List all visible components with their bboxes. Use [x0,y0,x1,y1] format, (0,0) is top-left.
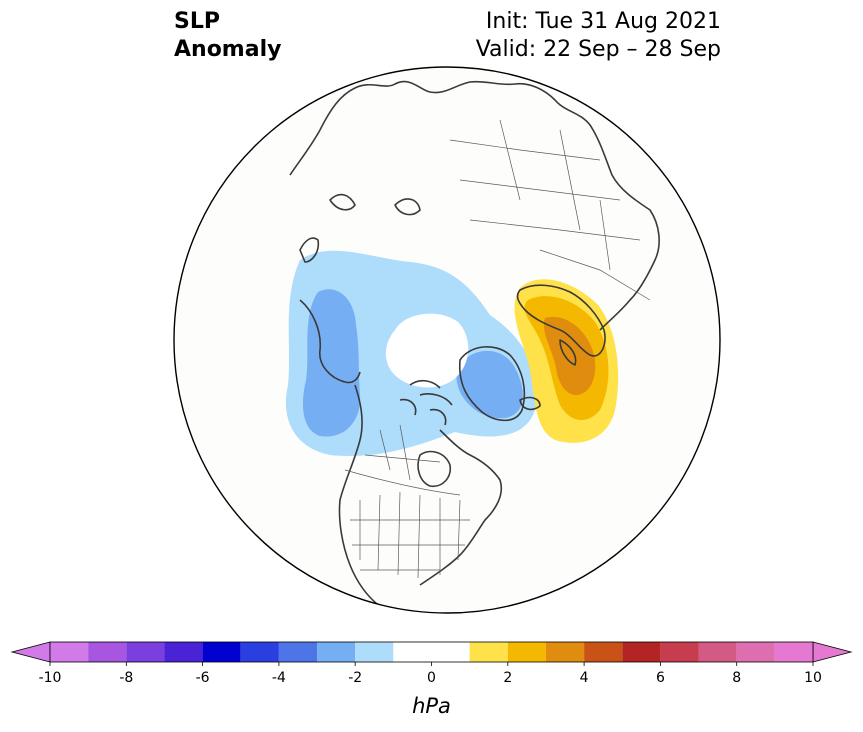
colorbar-swatch [507,642,546,662]
title-variable-line1: SLP [174,9,220,34]
colorbar-swatch [698,642,737,662]
colorbar-tick-label: 2 [503,670,512,686]
colorbar-swatch [584,642,623,662]
north-america-coast [338,384,503,611]
positive-anomaly-core [543,316,596,396]
colorbar: -10 -8 -6 -4 -2 0 2 4 6 8 10 [10,641,853,686]
colorbar-unit-label: hPa [412,694,451,718]
colorbar-swatch [240,642,279,662]
colorbar-ticks: -10 -8 -6 -4 -2 0 2 4 6 8 10 [39,662,822,686]
eurasia-coast [289,80,660,331]
colorbar-swatch [393,642,470,662]
colorbar-tick-label: -4 [272,670,286,686]
colorbar-tick-label: -8 [119,670,133,686]
kamchatka-coast [299,237,320,263]
colorbar-tick-label: 6 [656,670,665,686]
canada-provinces [364,424,441,481]
colorbar-tick-label: -6 [196,670,210,686]
siberia-islands [329,193,356,211]
colorbar-swatch [774,642,813,662]
colorbar-swatch [355,642,394,662]
colorbar-tick-label: 8 [732,670,741,686]
eurasia-borders [449,119,651,301]
polar-map [173,66,721,614]
colorbar-swatch [317,642,356,662]
init-date: Init: Tue 31 Aug 2021 [485,9,721,34]
negative-anomaly-east-core [456,350,523,419]
alaska-coast [299,299,361,384]
scandinavia-coast [516,284,606,357]
forecast-dates: Init: Tue 31 Aug 2021 Valid: 22 Sep – 28… [476,8,721,64]
colorbar-swatch [622,642,661,662]
colorbar-swatch [660,642,699,662]
colorbar-swatch [50,642,89,662]
political-borders [344,119,651,579]
negative-anomaly-west-core [302,289,361,437]
colorbar-swatch [278,642,318,662]
colorbar-extend-over [812,641,853,663]
colorbar-swatch [88,642,127,662]
colorbar-swatch [202,642,241,662]
colorbar-swatch [736,642,775,662]
map-boundary [173,66,721,614]
greenland-coast [458,346,526,422]
colorbar-tick-label: 4 [580,670,589,686]
pole-hole [385,313,469,388]
colorbar-swatch [126,642,165,662]
colorbar-tick-label: -10 [39,670,62,686]
canadian-archipelago [399,379,453,426]
hudson-bay-coast [417,450,452,488]
novaya-zemlya [394,198,421,216]
colorbar-swatch [469,642,508,662]
title-variable-line2: Anomaly [174,37,282,62]
coastlines [289,80,660,611]
colorbar-tick-label: 0 [427,670,436,686]
colorbar-swatches [10,641,853,663]
colorbar-tick-label: 10 [804,670,822,686]
anomaly-fill [285,250,619,456]
baltic-coast [559,339,577,366]
valid-date-range: Valid: 22 Sep – 28 Sep [475,37,721,62]
colorbar-tick-label: -2 [348,670,362,686]
us-state-lines [350,491,470,579]
colorbar-swatch [164,642,203,662]
colorbar-extend-under [10,641,51,663]
colorbar-swatch [545,642,585,662]
map-title: SLP Anomaly [174,8,281,64]
canada-us-border [344,469,461,496]
